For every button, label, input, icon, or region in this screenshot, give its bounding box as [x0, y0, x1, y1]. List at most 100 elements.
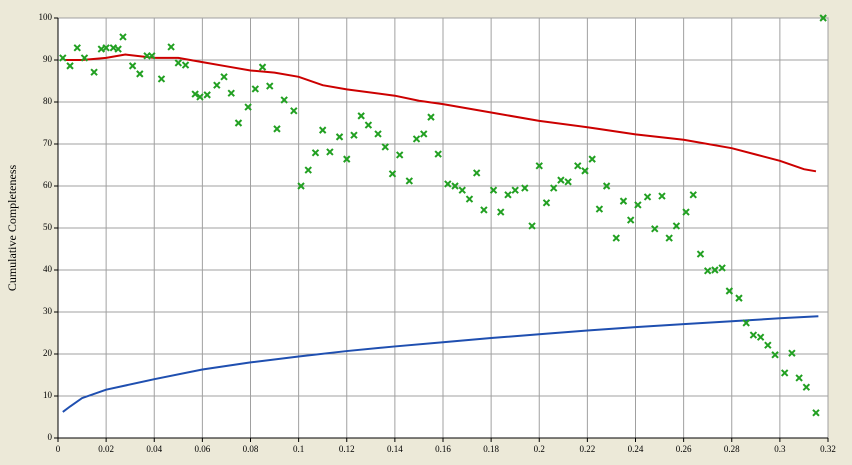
scatter-point: [689, 191, 697, 199]
scatter-point: [535, 162, 543, 170]
scatter-point: [420, 130, 428, 138]
scatter-point: [619, 197, 628, 205]
scatter-point: [588, 155, 596, 163]
scatter-point: [258, 63, 267, 71]
x-tick-label: 0.14: [387, 444, 403, 454]
scatter-point: [749, 331, 758, 339]
scatter-point: [335, 133, 344, 141]
scatter-point: [788, 349, 796, 357]
scatter-point: [114, 45, 122, 53]
scatter-point: [220, 73, 228, 81]
scatter-point: [266, 82, 274, 90]
scatter-point: [682, 208, 690, 216]
scatter-point: [725, 287, 734, 295]
x-tick-label: 0.24: [628, 444, 644, 454]
scatter-point: [564, 178, 572, 186]
scatter-point: [444, 180, 452, 188]
y-tick-label: 100: [39, 12, 53, 22]
y-tick-label: 20: [43, 348, 53, 358]
scatter-point: [696, 250, 705, 258]
scatter-point: [119, 33, 127, 41]
scatter-point: [196, 93, 204, 101]
y-tick-label: 0: [48, 432, 53, 442]
y-tick-label: 70: [43, 138, 53, 148]
scatter-point: [665, 234, 673, 242]
scatter-point: [497, 208, 505, 216]
scatter-point: [643, 193, 652, 201]
scatter-point: [343, 155, 351, 163]
x-tick-label: 0.16: [435, 444, 451, 454]
scatter-point: [109, 44, 118, 52]
scatter-point: [658, 192, 666, 200]
scatter-point: [203, 91, 211, 99]
scatter-point: [780, 369, 789, 377]
scatter-point: [764, 341, 772, 349]
x-tick-label: 0.3: [774, 444, 786, 454]
x-tick-label: 0.28: [724, 444, 740, 454]
scatter-point: [66, 62, 74, 70]
scatter-point: [427, 113, 435, 121]
scatter-point: [80, 54, 89, 62]
scatter-point: [612, 234, 620, 242]
scatter-point: [128, 62, 137, 70]
scatter-point: [771, 351, 779, 359]
scatter-point: [181, 61, 190, 69]
scatter-point: [711, 266, 719, 274]
scatter-point: [213, 81, 221, 89]
line-series: [62, 315, 819, 413]
scatter-point: [756, 333, 765, 341]
scatter-point: [374, 130, 382, 138]
scatter-point: [412, 135, 421, 143]
scatter-point: [191, 90, 199, 98]
x-tick-label: 0.1: [293, 444, 304, 454]
scatter-point: [542, 199, 551, 207]
scatter-point: [167, 43, 175, 51]
scatter-point: [148, 52, 156, 60]
scatter-point: [634, 201, 642, 209]
scatter-point: [595, 205, 604, 213]
x-tick-label: 0.08: [243, 444, 259, 454]
scatter-point: [280, 96, 288, 104]
scatter-point: [90, 68, 98, 76]
scatter-point: [434, 150, 442, 158]
scatter-point: [504, 191, 512, 199]
scatter-point: [472, 169, 481, 177]
scatter-point: [73, 44, 81, 52]
scatter-point: [521, 184, 529, 192]
scatter-point: [581, 167, 589, 175]
y-tick-label: 50: [43, 222, 53, 232]
scatter-point: [304, 166, 312, 174]
x-tick-label: 0.26: [676, 444, 692, 454]
scatter-point: [451, 182, 459, 190]
scatter-point: [480, 206, 488, 214]
scatter-point: [244, 103, 252, 111]
scatter-point: [174, 59, 183, 67]
scatter-point: [251, 85, 260, 93]
scatter-point: [357, 112, 365, 120]
scatter-point: [574, 162, 582, 170]
scatter-point: [602, 182, 611, 190]
scatter-point: [465, 195, 474, 203]
scatter-point: [511, 186, 519, 194]
y-tick-label: 30: [43, 306, 53, 316]
scatter-point: [703, 267, 712, 275]
y-tick-label: 40: [43, 264, 53, 274]
scatter-point: [381, 143, 389, 151]
scatter-point: [388, 170, 397, 178]
scatter-point: [672, 222, 681, 230]
scatter-point: [364, 121, 373, 129]
scatter-point: [795, 374, 803, 382]
scatter-point: [350, 131, 358, 139]
scatter-point: [742, 319, 750, 327]
scatter-point: [528, 222, 536, 230]
scatter-point: [819, 14, 827, 22]
scatter-point: [326, 148, 334, 156]
y-tick-label: 10: [43, 390, 53, 400]
x-tick-label: 0.02: [98, 444, 114, 454]
line-series: [65, 53, 817, 173]
scatter-point: [318, 126, 327, 134]
x-tick-label: 0.04: [146, 444, 162, 454]
x-tick-label: 0.2: [534, 444, 545, 454]
scatter-point: [395, 151, 404, 159]
